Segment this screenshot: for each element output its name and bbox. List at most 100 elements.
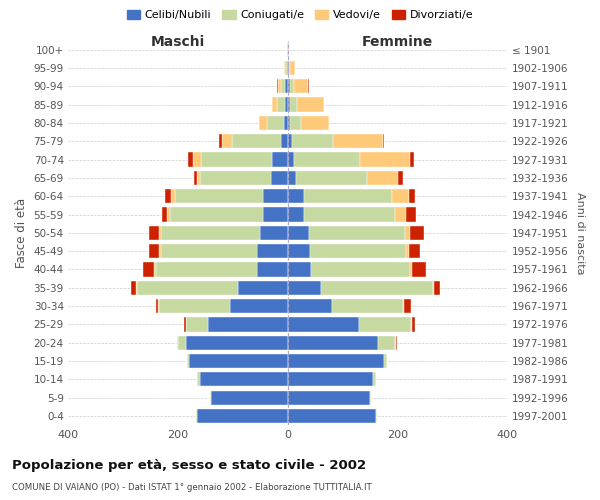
Bar xyxy=(238,280,287,295)
Bar xyxy=(409,244,419,258)
Bar xyxy=(208,318,287,332)
Bar xyxy=(294,79,308,94)
Bar xyxy=(287,98,290,112)
Bar xyxy=(304,189,392,204)
Bar xyxy=(403,299,404,313)
Text: COMUNE DI VAIANO (PO) - Dati ISTAT 1° gennaio 2002 - Elaborazione TUTTITALIA.IT: COMUNE DI VAIANO (PO) - Dati ISTAT 1° ge… xyxy=(12,484,372,492)
Bar xyxy=(396,336,397,350)
Bar xyxy=(290,61,295,75)
Bar xyxy=(412,318,415,332)
Bar xyxy=(149,226,159,240)
Bar xyxy=(292,134,333,148)
Bar xyxy=(263,189,287,204)
Bar xyxy=(287,280,320,295)
Bar xyxy=(287,134,292,148)
Bar xyxy=(373,372,376,386)
Bar xyxy=(284,116,287,130)
Bar xyxy=(170,189,175,204)
Bar xyxy=(308,226,404,240)
Bar xyxy=(268,116,284,130)
Bar xyxy=(287,336,379,350)
Bar xyxy=(290,116,301,130)
Bar xyxy=(272,152,287,166)
Bar xyxy=(277,79,278,94)
Text: Maschi: Maschi xyxy=(151,35,205,49)
Bar xyxy=(197,170,200,185)
Bar xyxy=(186,336,287,350)
Bar xyxy=(219,134,222,148)
Bar xyxy=(156,262,257,276)
Bar xyxy=(209,390,211,405)
Bar xyxy=(149,244,159,258)
Text: Femmine: Femmine xyxy=(362,35,433,49)
Bar xyxy=(296,170,367,185)
Bar xyxy=(406,208,416,222)
Bar xyxy=(136,280,137,295)
Bar xyxy=(232,134,281,148)
Y-axis label: Anni di nascita: Anni di nascita xyxy=(575,192,585,274)
Bar xyxy=(196,409,197,423)
Bar xyxy=(159,226,161,240)
Bar xyxy=(286,98,287,112)
Bar xyxy=(186,318,208,332)
Bar xyxy=(376,409,377,423)
Bar xyxy=(359,318,411,332)
Bar xyxy=(200,372,287,386)
Bar xyxy=(290,98,297,112)
Bar xyxy=(287,299,332,313)
Bar xyxy=(278,79,281,94)
Bar xyxy=(161,244,257,258)
Bar xyxy=(281,79,285,94)
Bar xyxy=(263,208,287,222)
Bar xyxy=(194,170,197,185)
Bar xyxy=(287,318,359,332)
Bar xyxy=(320,280,433,295)
Bar xyxy=(287,390,370,405)
Bar xyxy=(287,262,311,276)
Bar xyxy=(260,226,287,240)
Bar xyxy=(159,244,161,258)
Bar xyxy=(230,299,287,313)
Bar xyxy=(287,354,384,368)
Bar xyxy=(287,61,289,75)
Bar xyxy=(434,280,440,295)
Bar xyxy=(404,299,411,313)
Bar xyxy=(137,280,238,295)
Bar xyxy=(189,354,287,368)
Bar xyxy=(410,262,412,276)
Bar xyxy=(193,152,201,166)
Bar xyxy=(289,61,290,75)
Bar xyxy=(197,372,200,386)
Bar xyxy=(284,61,286,75)
Bar xyxy=(287,79,290,94)
Bar xyxy=(404,226,410,240)
Bar xyxy=(257,262,287,276)
Bar xyxy=(290,79,294,94)
Bar xyxy=(272,98,277,112)
Bar xyxy=(379,336,395,350)
Bar xyxy=(197,409,287,423)
Bar xyxy=(287,244,310,258)
Bar xyxy=(170,208,263,222)
Bar xyxy=(392,189,409,204)
Bar xyxy=(304,208,395,222)
Bar xyxy=(395,208,406,222)
Bar xyxy=(409,189,415,204)
Bar xyxy=(412,262,426,276)
Bar xyxy=(277,98,286,112)
Bar xyxy=(367,170,398,185)
Bar xyxy=(333,134,383,148)
Bar xyxy=(281,134,287,148)
Bar xyxy=(178,336,186,350)
Bar xyxy=(360,152,410,166)
Bar xyxy=(310,244,406,258)
Bar xyxy=(259,116,268,130)
Bar xyxy=(311,262,410,276)
Bar xyxy=(395,336,396,350)
Bar xyxy=(156,299,158,313)
Bar xyxy=(271,170,287,185)
Legend: Celibi/Nubili, Coniugati/e, Vedovi/e, Divorziati/e: Celibi/Nubili, Coniugati/e, Vedovi/e, Di… xyxy=(122,6,478,25)
Bar xyxy=(285,79,287,94)
Bar xyxy=(294,152,360,166)
Bar xyxy=(332,299,403,313)
